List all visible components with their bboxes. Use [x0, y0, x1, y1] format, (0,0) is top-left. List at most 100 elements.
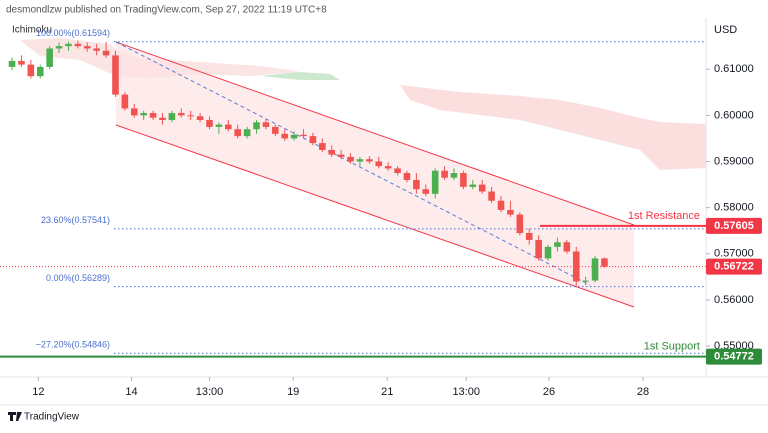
- candle-body: [196, 116, 204, 120]
- ichimoku-cloud: [260, 72, 340, 80]
- candle-body: [535, 239, 542, 259]
- candle-body: [27, 64, 35, 77]
- candle-body: [8, 60, 16, 67]
- support-tag: [706, 348, 762, 365]
- candle-body: [497, 200, 505, 210]
- resistance-tag-label: 0.57605: [714, 220, 754, 232]
- candle-body: [366, 159, 373, 162]
- currency: USD: [714, 24, 737, 36]
- candle-body: [525, 233, 533, 240]
- candle-body: [130, 108, 138, 116]
- candle-body: [300, 134, 307, 137]
- x-tick-label: 13:00: [196, 386, 224, 398]
- candle-body: [601, 258, 608, 267]
- x-tick-label: 21: [381, 386, 393, 398]
- candle-body: [309, 136, 317, 144]
- candle-body: [74, 43, 82, 47]
- last-price-label: 0.56722: [714, 261, 754, 273]
- x-tick-label: 12: [32, 386, 44, 398]
- x-tick-label: 26: [543, 386, 555, 398]
- candle-body: [328, 149, 336, 155]
- y-tick-label: 0.56000: [714, 294, 754, 306]
- fib-trend-line: [115, 41, 591, 286]
- last-price-tag: [706, 258, 762, 275]
- support-label: 1st Support: [644, 341, 700, 353]
- candle-body: [281, 133, 289, 139]
- candle-body: [121, 94, 129, 109]
- x-tick-label: 14: [125, 386, 137, 398]
- candle-body: [215, 124, 223, 127]
- candle-body: [516, 214, 524, 234]
- candle-body: [55, 46, 63, 49]
- candle-body: [441, 170, 448, 178]
- indicator-label: Ichimoku: [12, 25, 52, 36]
- candle-body: [460, 173, 467, 187]
- candle-body: [65, 43, 72, 47]
- fib-label: 100.00%(0.61594): [36, 28, 110, 38]
- candle-body: [159, 117, 166, 120]
- candle-body: [225, 124, 232, 130]
- channel-upper: [115, 41, 635, 226]
- candle-body: [488, 191, 495, 201]
- candle-body: [356, 159, 364, 162]
- candle-body: [243, 129, 251, 137]
- candle-body: [347, 156, 354, 162]
- fib-label: 23.60%(0.57541): [41, 215, 110, 225]
- candle-body: [554, 242, 561, 247]
- candle-body: [234, 129, 242, 137]
- resistance-label: 1st Resistance: [628, 210, 700, 222]
- candle-body: [591, 258, 599, 281]
- candle-body: [582, 280, 589, 282]
- candle-body: [413, 179, 420, 190]
- candle-body: [563, 242, 571, 252]
- candle-body: [572, 251, 580, 282]
- tv-logo: [8, 412, 22, 421]
- y-tick-label: 0.60000: [714, 109, 754, 121]
- candle-body: [290, 134, 298, 139]
- candle-body: [18, 60, 25, 65]
- candle-body: [478, 184, 486, 192]
- candle-body: [46, 48, 53, 67]
- ichimoku-cloud: [400, 85, 706, 170]
- candle-body: [544, 246, 552, 259]
- candle-body: [83, 46, 91, 49]
- candle-body: [319, 143, 326, 150]
- publisher: desmondlzw published on TradingView.com,…: [6, 5, 327, 16]
- channel-lower: [115, 124, 635, 308]
- fib-label: 0.00%(0.56289): [46, 273, 110, 283]
- y-tick-label: 0.57000: [714, 248, 754, 260]
- candle-body: [102, 50, 110, 56]
- candle-body: [384, 166, 392, 169]
- candle-body: [272, 126, 279, 134]
- candle-body: [187, 115, 194, 117]
- x-tick-label: 13:00: [452, 386, 480, 398]
- y-tick-label: 0.61000: [714, 63, 754, 75]
- candle-body: [507, 209, 514, 215]
- candle-body: [450, 173, 458, 178]
- candle-body: [337, 154, 345, 157]
- candle-body: [431, 170, 439, 194]
- candle-body: [140, 113, 147, 116]
- support-tag-label: 0.54772: [714, 351, 754, 363]
- x-tick-label: 28: [637, 386, 649, 398]
- candle-body: [403, 173, 411, 180]
- candle-body: [394, 168, 401, 174]
- candle-body: [112, 55, 119, 95]
- candle-body: [262, 122, 270, 127]
- candle-body: [178, 113, 185, 116]
- candle-body: [253, 122, 260, 130]
- candle-body: [422, 189, 430, 194]
- y-tick-label: 0.59000: [714, 155, 754, 167]
- candle-body: [149, 113, 157, 118]
- resistance-tag: [706, 217, 762, 234]
- x-tick-label: 19: [287, 386, 299, 398]
- candle-body: [168, 113, 176, 120]
- brand: TradingView: [24, 412, 80, 423]
- candle-body: [375, 161, 383, 167]
- candle-body: [206, 119, 213, 127]
- candle-body: [93, 48, 100, 51]
- y-tick-label: 0.58000: [714, 202, 754, 214]
- fib-label: −27.20%(0.54846): [36, 340, 110, 350]
- candle-body: [469, 184, 477, 187]
